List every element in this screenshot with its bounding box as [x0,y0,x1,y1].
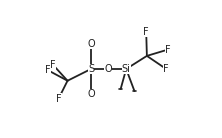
Text: S: S [88,64,94,74]
Text: O: O [87,39,95,49]
Text: O: O [104,64,112,74]
Text: F: F [143,27,149,37]
Text: O: O [87,89,95,99]
Text: F: F [45,65,51,75]
Text: F: F [50,60,56,70]
Text: F: F [165,45,170,55]
Text: F: F [163,64,169,74]
Text: F: F [56,94,61,104]
Text: Si: Si [122,64,131,74]
